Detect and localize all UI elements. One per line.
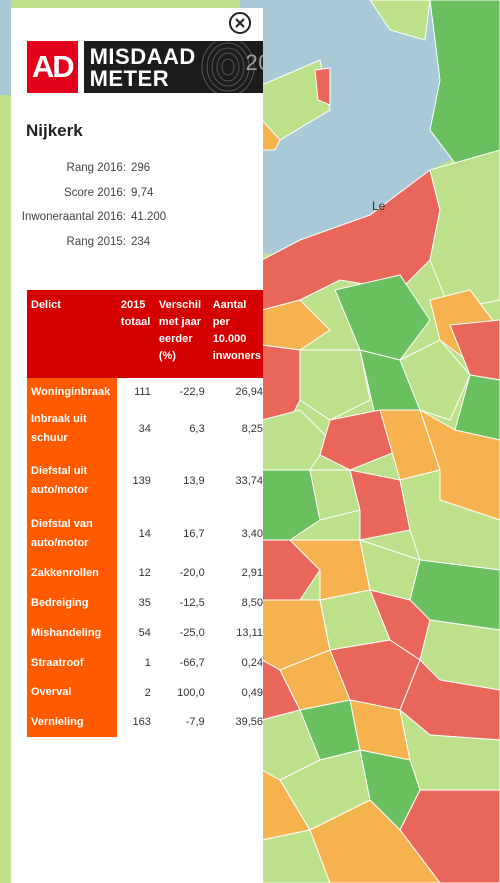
cell-delict: Woninginbraak <box>27 378 117 406</box>
close-button[interactable] <box>229 12 251 34</box>
table-row: Straatroof 1 -66,7 0,24 <box>27 648 263 678</box>
stat-label: Inwoneraantal 2016: <box>21 211 126 223</box>
cell-verschil: -7,9 <box>185 716 205 728</box>
misdaadmeter-logo: MISDAAD METER 20 <box>83 41 263 93</box>
stat-value: 41.200 <box>131 211 167 223</box>
table-row: Inbraak uit schuur 34 6,3 8,25 <box>27 406 263 452</box>
stat-row: Inwoneraantal 2016: 41.200 <box>11 207 263 232</box>
cell-aantal: 26,94 <box>235 386 263 398</box>
cell-delict: Zakkenrollen <box>27 558 117 588</box>
stat-row: Rang 2015: 234 <box>11 232 263 257</box>
info-panel: AD MISDAAD METER 20 Nijkerk Rang 2016: 2… <box>11 8 263 883</box>
cell-verschil: -66,7 <box>179 657 205 669</box>
header-aantal[interactable]: Aantal per 10.000 inwoners <box>208 290 263 378</box>
table-row: Woninginbraak 111 -22,9 26,94 <box>27 378 263 406</box>
table-row: Mishandeling 54 -25,0 13,11 <box>27 618 263 648</box>
ad-logo: AD <box>27 41 78 93</box>
cell-aantal: 13,11 <box>236 627 263 639</box>
stats-list: Rang 2016: 296 Score 2016: 9,74 Inwonera… <box>11 158 263 256</box>
cell-totaal: 139 <box>132 475 151 487</box>
brand-logo: AD MISDAAD METER 20 <box>27 41 263 93</box>
cell-delict: Vernieling <box>27 707 117 737</box>
map-place-label: Le <box>372 199 386 213</box>
cell-totaal: 34 <box>138 423 151 435</box>
stat-label: Rang 2015: <box>66 235 126 248</box>
logo-line-2: METER <box>89 66 170 91</box>
cell-verschil: 100,0 <box>177 686 205 699</box>
cell-totaal: 1 <box>144 657 151 669</box>
cell-aantal: 3,40 <box>241 528 263 540</box>
cell-verschil: -12,5 <box>179 597 205 609</box>
table-row: Diefstal uit auto/motor 139 13,9 33,74 <box>27 452 263 510</box>
cell-totaal: 35 <box>138 597 151 609</box>
stat-label: Score 2016: <box>63 186 126 199</box>
stat-value: 234 <box>131 235 151 248</box>
cell-aantal: 0,24 <box>241 657 263 669</box>
table-header-row: Delict 2015 totaal Verschil met jaar eer… <box>27 290 263 378</box>
cell-totaal: 163 <box>132 716 151 728</box>
cell-aantal: 0,49 <box>241 686 263 699</box>
cell-verschil: -20,0 <box>179 567 205 579</box>
table-row: Vernieling 163 -7,9 39,56 <box>27 707 263 737</box>
cell-totaal: 2 <box>144 686 151 699</box>
table-row: Bedreiging 35 -12,5 8,50 <box>27 588 263 618</box>
cell-delict: Overval <box>27 678 117 707</box>
header-verschil[interactable]: Verschil met jaar eerder (%) <box>154 290 209 378</box>
cell-aantal: 39,56 <box>235 716 263 728</box>
header-delict[interactable]: Delict <box>27 290 117 378</box>
cell-verschil: 16,7 <box>183 528 205 540</box>
cell-delict: Bedreiging <box>27 588 117 618</box>
cell-verschil: 13,9 <box>183 475 205 487</box>
table-row: Overval 2 100,0 0,49 <box>27 678 263 707</box>
water-area <box>240 0 500 255</box>
table-row: Diefstal van auto/motor 14 16,7 3,40 <box>27 510 263 558</box>
cell-verschil: 6,3 <box>189 423 205 435</box>
cell-totaal: 54 <box>138 627 151 639</box>
stat-value: 9,74 <box>131 186 154 199</box>
cell-aantal: 33,74 <box>235 475 263 487</box>
stat-value: 296 <box>131 162 151 174</box>
table-row: Zakkenrollen 12 -20,0 2,91 <box>27 558 263 588</box>
stat-label: Rang 2016: <box>66 162 126 174</box>
cell-delict: Inbraak uit schuur <box>27 406 117 452</box>
cell-aantal: 8,50 <box>241 597 263 609</box>
cell-totaal: 14 <box>138 528 151 540</box>
cell-verschil: -25,0 <box>179 627 205 639</box>
close-icon <box>235 18 245 28</box>
crime-table: Delict 2015 totaal Verschil met jaar eer… <box>27 290 263 737</box>
cell-delict: Mishandeling <box>27 618 117 648</box>
stat-row: Score 2016: 9,74 <box>11 183 263 208</box>
header-totaal[interactable]: 2015 totaal <box>116 290 155 378</box>
municipality-title: Nijkerk <box>26 121 83 140</box>
cell-aantal: 8,25 <box>241 423 263 435</box>
cell-aantal: 2,91 <box>241 567 263 579</box>
cell-delict: Diefstal van auto/motor <box>27 510 117 558</box>
cell-delict: Straatroof <box>27 648 117 678</box>
cell-delict: Diefstal uit auto/motor <box>27 452 117 510</box>
cell-totaal: 12 <box>138 567 151 579</box>
logo-line-1: MISDAAD <box>89 44 196 69</box>
stat-row: Rang 2016: 296 <box>11 158 263 183</box>
cell-totaal: 111 <box>134 386 151 398</box>
fingerprint-icon <box>201 41 255 93</box>
logo-year: 20 <box>245 50 263 75</box>
cell-verschil: -22,9 <box>179 386 205 398</box>
